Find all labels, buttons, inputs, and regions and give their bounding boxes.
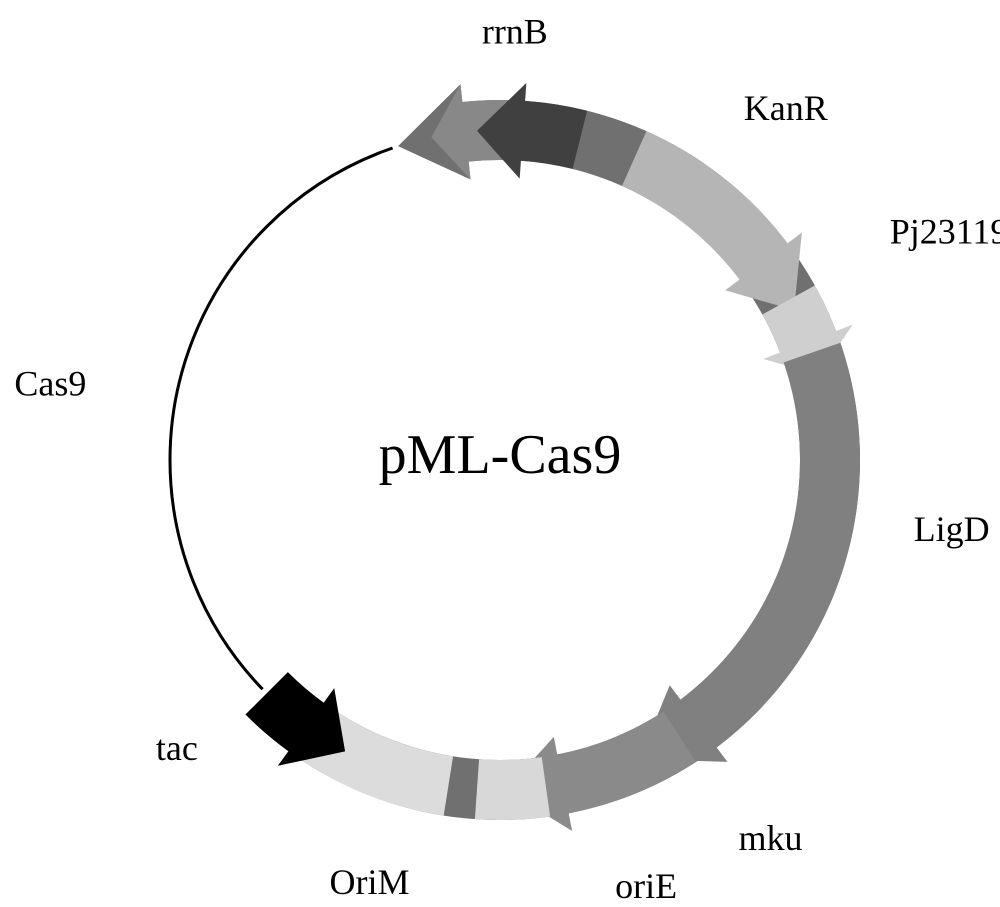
- label-ligd: LigD: [914, 509, 990, 549]
- plasmid-center-label: pML-Cas9: [379, 424, 622, 486]
- label-rrnb-2: rrnB: [482, 12, 548, 52]
- label-cas9: Cas9: [14, 363, 86, 403]
- label-mku: mku: [738, 818, 802, 858]
- label-tac: tac: [156, 728, 198, 768]
- feature-ligd: [639, 343, 860, 762]
- label-kanr: KanR: [744, 88, 828, 128]
- label-orim: OriM: [330, 862, 410, 902]
- label-pj23119: Pj23119: [890, 211, 1000, 251]
- feature-orie: [475, 757, 550, 820]
- label-orie: oriE: [615, 866, 677, 906]
- plasmid-map: Cas9 rrnB KanR Pj23119 LigD mku oriE OriM tac pM…: [0, 0, 1000, 907]
